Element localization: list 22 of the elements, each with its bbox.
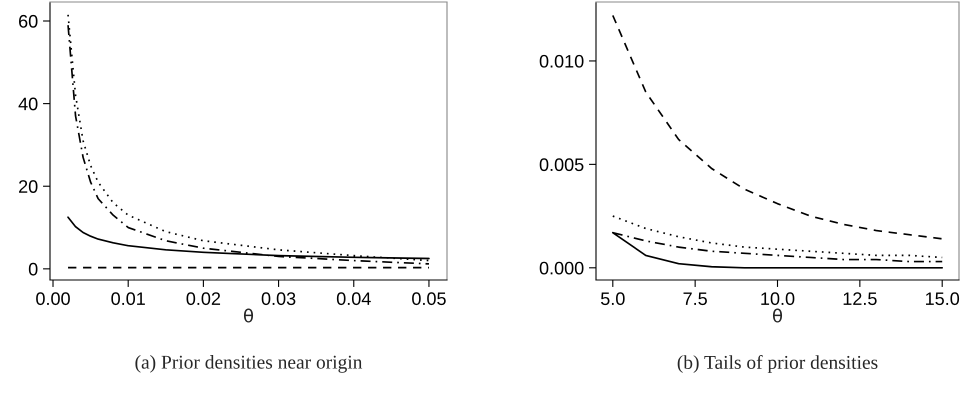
text: (b) Tails of prior densities [678, 355, 878, 373]
x-axis-title: θ [244, 308, 254, 323]
y-tick-label: 0.000 [540, 262, 584, 275]
x-tick-label: 5.0 [600, 292, 625, 306]
x-tick-label: 10.0 [761, 292, 794, 306]
text: (a) Prior densities near origin [135, 355, 362, 373]
x-tick-label: 12.5 [844, 292, 877, 306]
x-tick-label: 0.01 [111, 292, 145, 306]
x-tick-label: 0.00 [36, 292, 70, 306]
x-tick-label: 0.04 [336, 292, 371, 306]
y-tick-label: 60 [19, 14, 38, 28]
x-tick-label: 7.5 [684, 292, 707, 306]
x-tick-label: 0.05 [412, 292, 446, 306]
x-tick-label: 0.03 [262, 292, 296, 306]
x-tick-label: 0.02 [186, 292, 220, 306]
x-axis-title: θ [772, 308, 782, 323]
y-tick-label: 0.010 [540, 54, 584, 68]
y-tick-label: 0 [28, 262, 38, 276]
y-tick-label: 20 [19, 180, 38, 193]
y-tick-label: 0.005 [540, 158, 584, 172]
y-tick-label: 40 [18, 98, 38, 110]
x-tick-label: 15.0 [926, 292, 960, 306]
